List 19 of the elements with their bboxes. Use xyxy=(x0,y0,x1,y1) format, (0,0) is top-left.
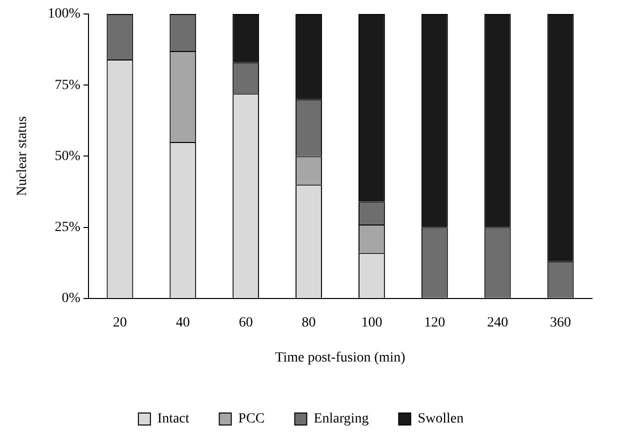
y-tick-label: 0% xyxy=(62,291,81,306)
legend-label: PCC xyxy=(238,412,265,427)
x-tick-label: 80 xyxy=(302,315,316,330)
legend-label: Enlarging xyxy=(314,412,369,427)
legend-label: Swollen xyxy=(418,412,464,427)
x-tick-label: 60 xyxy=(238,315,253,330)
x-axis-title: Time post-fusion (min) xyxy=(275,350,406,366)
x-tick-label: 240 xyxy=(487,315,508,330)
y-tick-label: 100% xyxy=(48,6,81,22)
y-tick-label: 25% xyxy=(54,220,81,235)
y-tick-label: 75% xyxy=(54,78,81,93)
x-tick-label: 360 xyxy=(550,315,572,330)
legend-label: Intact xyxy=(157,412,190,427)
x-tick-label: 40 xyxy=(176,315,190,330)
x-tick-label: 120 xyxy=(424,315,446,330)
y-tick-label: 50% xyxy=(54,148,81,164)
x-tick-label: 20 xyxy=(112,315,127,330)
y-axis-title: Nuclear status xyxy=(15,116,30,196)
x-tick-label: 100 xyxy=(361,315,382,330)
